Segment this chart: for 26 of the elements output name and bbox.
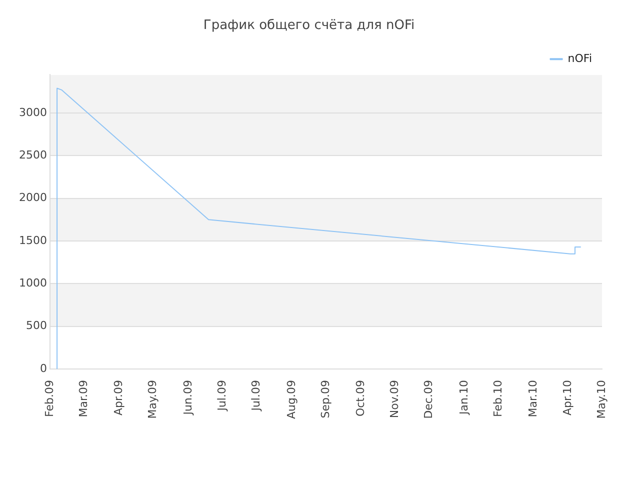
y-tick-label: 1000	[18, 276, 47, 290]
y-tick-label: 2000	[18, 191, 47, 204]
x-tick-label: May.10	[594, 380, 608, 419]
y-tick-label: 500	[26, 319, 47, 332]
x-tick-label: Jul.09	[216, 380, 228, 412]
x-tick-label: Dec.09	[422, 380, 436, 419]
x-tick-label: Sep.09	[318, 380, 332, 418]
x-tick-label: Jan.10	[457, 380, 470, 416]
x-tick-label: Jun.09	[181, 380, 194, 416]
x-tick-label: Apr.10	[560, 380, 574, 416]
x-tick-label: Mar.10	[526, 380, 540, 418]
x-tick-label: Aug.09	[284, 380, 298, 420]
x-tick-label: Nov.09	[388, 380, 402, 418]
y-tick-label: 1500	[18, 234, 47, 247]
legend-label: nOFi	[568, 52, 592, 65]
y-tick-label: 3000	[18, 106, 47, 119]
x-tick-label: Feb.10	[492, 380, 505, 418]
y-tick-label: 2500	[18, 148, 47, 162]
chart-title: График общего счёта для nOFi	[203, 18, 415, 34]
x-tick-label: Mar.09	[76, 380, 90, 418]
x-tick-label: May.09	[146, 380, 160, 419]
x-tick-label: Apr.09	[112, 380, 126, 416]
y-tick-label: 0	[40, 362, 47, 375]
x-tick-label: Feb.09	[42, 380, 56, 418]
x-tick-label: Oct.09	[354, 380, 368, 417]
x-tick-label: Jul.09	[250, 380, 263, 412]
